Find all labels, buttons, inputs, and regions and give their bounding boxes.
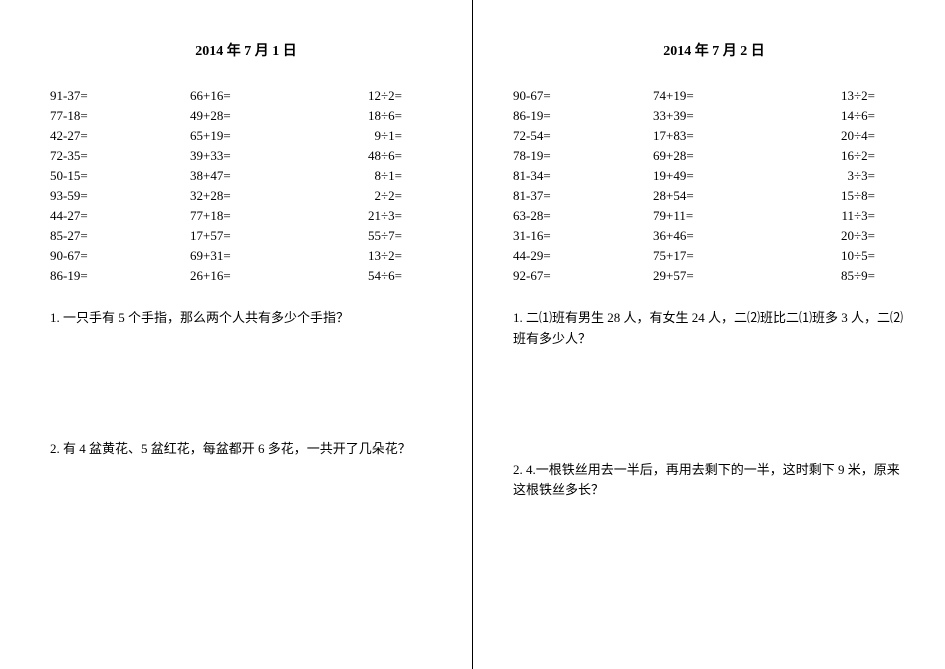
math-cell: 90-67= bbox=[50, 248, 190, 264]
math-cell: 55÷7= bbox=[330, 228, 442, 244]
question-text: 二⑴班有男生 28 人，有女生 24 人，二⑵班比二⑴班多 3 人，二⑵班有多少… bbox=[513, 310, 903, 346]
date-title-right: 2014 年 7 月 2 日 bbox=[513, 40, 915, 60]
question-text: 一只手有 5 个手指，那么两个人共有多少个手指？ bbox=[63, 310, 349, 325]
page-left: 2014 年 7 月 1 日 91-37= 66+16= 12÷2= 77-18… bbox=[0, 0, 472, 669]
math-cell: 3÷3= bbox=[793, 168, 915, 184]
math-grid-left: 91-37= 66+16= 12÷2= 77-18= 49+28= 18÷6= … bbox=[50, 88, 442, 284]
math-cell: 86-19= bbox=[50, 268, 190, 284]
math-cell: 36+46= bbox=[653, 228, 793, 244]
math-cell: 93-59= bbox=[50, 188, 190, 204]
math-cell: 16÷2= bbox=[793, 148, 915, 164]
math-cell: 92-67= bbox=[513, 268, 653, 284]
math-cell: 42-27= bbox=[50, 128, 190, 144]
math-cell: 2÷2= bbox=[330, 188, 442, 204]
math-cell: 14÷6= bbox=[793, 108, 915, 124]
math-cell: 13÷2= bbox=[793, 88, 915, 104]
math-cell: 90-67= bbox=[513, 88, 653, 104]
math-cell: 13÷2= bbox=[330, 248, 442, 264]
math-cell: 44-27= bbox=[50, 208, 190, 224]
math-cell: 39+33= bbox=[190, 148, 330, 164]
math-cell: 69+28= bbox=[653, 148, 793, 164]
question-number: 1. bbox=[50, 310, 60, 325]
math-cell: 29+57= bbox=[653, 268, 793, 284]
math-cell: 75+17= bbox=[653, 248, 793, 264]
math-cell: 9÷1= bbox=[330, 128, 442, 144]
math-grid-right: 90-67= 74+19= 13÷2= 86-19= 33+39= 14÷6= … bbox=[513, 88, 915, 284]
question-text: 有 4 盆黄花、5 盆红花，每盆都开 6 多花，一共开了几朵花？ bbox=[63, 441, 411, 456]
question-1-left: 1. 一只手有 5 个手指，那么两个人共有多少个手指？ bbox=[50, 308, 442, 329]
math-cell: 17+57= bbox=[190, 228, 330, 244]
question-number: 1. bbox=[513, 310, 523, 325]
math-cell: 18÷6= bbox=[330, 108, 442, 124]
math-cell: 28+54= bbox=[653, 188, 793, 204]
question-2-right: 2. 4.一根铁丝用去一半后，再用去剩下的一半，这时剩下 9 米，原来这根铁丝多… bbox=[513, 460, 915, 502]
math-cell: 72-54= bbox=[513, 128, 653, 144]
math-cell: 81-37= bbox=[513, 188, 653, 204]
math-cell: 20÷3= bbox=[793, 228, 915, 244]
date-title-left: 2014 年 7 月 1 日 bbox=[50, 40, 442, 60]
math-cell: 54÷6= bbox=[330, 268, 442, 284]
math-cell: 86-19= bbox=[513, 108, 653, 124]
math-cell: 12÷2= bbox=[330, 88, 442, 104]
math-cell: 66+16= bbox=[190, 88, 330, 104]
math-cell: 10÷5= bbox=[793, 248, 915, 264]
page-right: 2014 年 7 月 2 日 90-67= 74+19= 13÷2= 86-19… bbox=[473, 0, 945, 669]
math-cell: 65+19= bbox=[190, 128, 330, 144]
math-cell: 38+47= bbox=[190, 168, 330, 184]
question-2-left: 2. 有 4 盆黄花、5 盆红花，每盆都开 6 多花，一共开了几朵花？ bbox=[50, 439, 442, 460]
math-cell: 79+11= bbox=[653, 208, 793, 224]
math-cell: 78-19= bbox=[513, 148, 653, 164]
math-cell: 17+83= bbox=[653, 128, 793, 144]
question-number: 2. bbox=[513, 462, 523, 477]
question-number: 2. bbox=[50, 441, 60, 456]
question-1-right: 1. 二⑴班有男生 28 人，有女生 24 人，二⑵班比二⑴班多 3 人，二⑵班… bbox=[513, 308, 915, 350]
math-cell: 72-35= bbox=[50, 148, 190, 164]
math-cell: 19+49= bbox=[653, 168, 793, 184]
question-text: 4.一根铁丝用去一半后，再用去剩下的一半，这时剩下 9 米，原来这根铁丝多长？ bbox=[513, 462, 900, 498]
math-cell: 15÷8= bbox=[793, 188, 915, 204]
math-cell: 85-27= bbox=[50, 228, 190, 244]
math-cell: 91-37= bbox=[50, 88, 190, 104]
math-cell: 85÷9= bbox=[793, 268, 915, 284]
math-cell: 49+28= bbox=[190, 108, 330, 124]
math-cell: 31-16= bbox=[513, 228, 653, 244]
math-cell: 69+31= bbox=[190, 248, 330, 264]
math-cell: 77+18= bbox=[190, 208, 330, 224]
math-cell: 11÷3= bbox=[793, 208, 915, 224]
math-cell: 20÷4= bbox=[793, 128, 915, 144]
math-cell: 32+28= bbox=[190, 188, 330, 204]
math-cell: 44-29= bbox=[513, 248, 653, 264]
math-cell: 48÷6= bbox=[330, 148, 442, 164]
math-cell: 8÷1= bbox=[330, 168, 442, 184]
math-cell: 77-18= bbox=[50, 108, 190, 124]
math-cell: 50-15= bbox=[50, 168, 190, 184]
math-cell: 26+16= bbox=[190, 268, 330, 284]
math-cell: 21÷3= bbox=[330, 208, 442, 224]
math-cell: 74+19= bbox=[653, 88, 793, 104]
math-cell: 33+39= bbox=[653, 108, 793, 124]
math-cell: 81-34= bbox=[513, 168, 653, 184]
math-cell: 63-28= bbox=[513, 208, 653, 224]
